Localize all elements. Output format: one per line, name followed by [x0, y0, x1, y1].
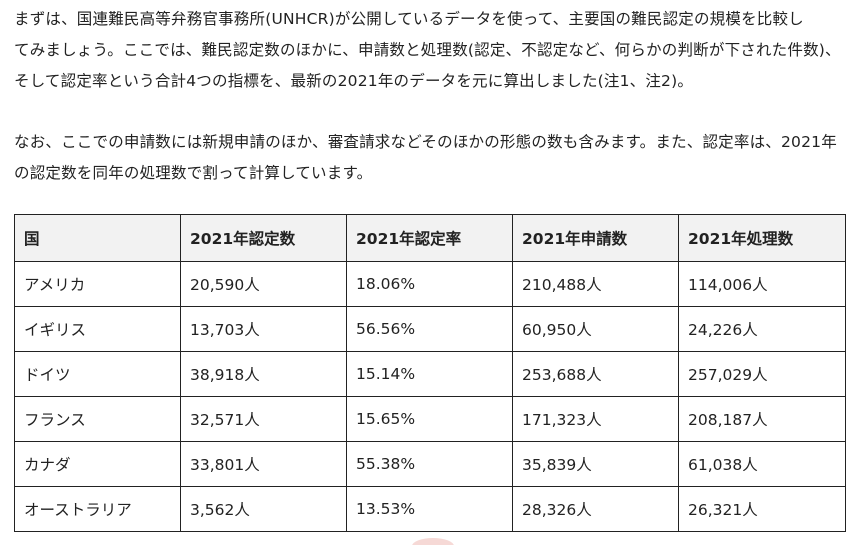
cell-applications: 28,326人: [512, 486, 679, 532]
table-header-row: 国 2021年認定数 2021年認定率 2021年申請数 2021年処理数: [14, 214, 846, 262]
paragraph-line: なお、ここでの申請数には新規申請のほか、審査請求などそのほかの形態の数も含みます…: [14, 133, 837, 151]
paragraph-line: そして認定率という合計4つの指標を、最新の2021年のデータを元に算出しました(…: [14, 72, 694, 90]
cell-recognized: 32,571人: [180, 396, 347, 442]
cell-country: イギリス: [14, 306, 181, 352]
cell-country: オーストラリア: [14, 486, 181, 532]
cell-recognition-rate: 18.06%: [346, 261, 513, 307]
paragraph-line: まずは、国連難民高等弁務官事務所(UNHCR)が公開しているデータを使って、主要…: [14, 10, 804, 28]
table-row: イギリス 13,703人 56.56% 60,950人 24,226人: [14, 306, 846, 352]
cell-recognition-rate: 15.14%: [346, 351, 513, 397]
cell-decisions: 208,187人: [678, 396, 846, 442]
cell-recognized: 20,590人: [180, 261, 347, 307]
cell-applications: 60,950人: [512, 306, 679, 352]
cell-recognized: 33,801人: [180, 441, 347, 487]
cell-decisions: 61,038人: [678, 441, 846, 487]
cell-decisions: 26,321人: [678, 486, 846, 532]
cell-applications: 253,688人: [512, 351, 679, 397]
cell-recognition-rate: 13.53%: [346, 486, 513, 532]
table-row: ドイツ 38,918人 15.14% 253,688人 257,029人: [14, 351, 846, 397]
cell-country: アメリカ: [14, 261, 181, 307]
article-body: まずは、国連難民高等弁務官事務所(UNHCR)が公開しているデータを使って、主要…: [14, 0, 850, 189]
cell-recognition-rate: 15.65%: [346, 396, 513, 442]
cell-recognition-rate: 55.38%: [346, 441, 513, 487]
header-recognized: 2021年認定数: [180, 214, 347, 262]
paragraph-line: の認定数を同年の処理数で割って計算しています。: [14, 164, 373, 182]
cell-applications: 35,839人: [512, 441, 679, 487]
cell-applications: 171,323人: [512, 396, 679, 442]
refugee-statistics-table: 国 2021年認定数 2021年認定率 2021年申請数 2021年処理数 アメ…: [14, 214, 846, 532]
cell-recognized: 13,703人: [180, 306, 347, 352]
cell-recognized: 38,918人: [180, 351, 347, 397]
cell-country: フランス: [14, 396, 181, 442]
header-country: 国: [14, 214, 181, 262]
cell-decisions: 257,029人: [678, 351, 846, 397]
paragraph-line: てみましょう。ここでは、難民認定数のほかに、申請数と処理数(認定、不認定など、何…: [14, 41, 841, 59]
table-row: オーストラリア 3,562人 13.53% 28,326人 26,321人: [14, 486, 846, 532]
cell-applications: 210,488人: [512, 261, 679, 307]
cell-country: カナダ: [14, 441, 181, 487]
header-recognition-rate: 2021年認定率: [346, 214, 513, 262]
header-decisions: 2021年処理数: [678, 214, 846, 262]
table-row: フランス 32,571人 15.65% 171,323人 208,187人: [14, 396, 846, 442]
cell-country: ドイツ: [14, 351, 181, 397]
cell-decisions: 24,226人: [678, 306, 846, 352]
table-row: アメリカ 20,590人 18.06% 210,488人 114,006人: [14, 261, 846, 307]
intro-paragraph-1: まずは、国連難民高等弁務官事務所(UNHCR)が公開しているデータを使って、主要…: [14, 0, 850, 97]
cell-decisions: 114,006人: [678, 261, 846, 307]
decorative-shape: [412, 538, 454, 545]
cell-recognition-rate: 56.56%: [346, 306, 513, 352]
cell-recognized: 3,562人: [180, 486, 347, 532]
table-row: カナダ 33,801人 55.38% 35,839人 61,038人: [14, 441, 846, 487]
intro-paragraph-2: なお、ここでの申請数には新規申請のほか、審査請求などそのほかの形態の数も含みます…: [14, 127, 850, 189]
header-applications: 2021年申請数: [512, 214, 679, 262]
